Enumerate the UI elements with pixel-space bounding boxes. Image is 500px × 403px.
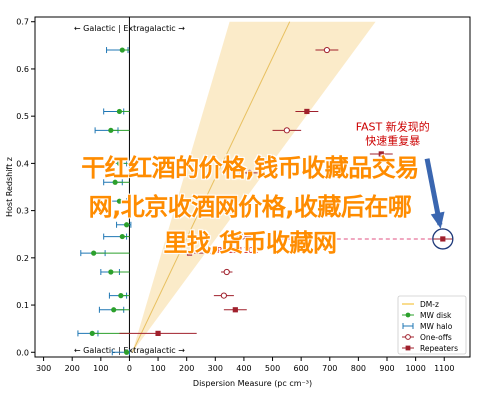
repeater-point xyxy=(232,307,238,313)
y-tick-label: 0.3 xyxy=(16,207,29,216)
x-tick-label: 1000 xyxy=(405,364,425,373)
mw-disk-point xyxy=(111,307,117,313)
legend-label: MW disk xyxy=(420,311,452,320)
x-tick-label: 300 xyxy=(36,364,51,373)
mw-disk-point xyxy=(119,233,125,240)
overlay-text-line-3: 里找,货币收藏网 xyxy=(163,229,337,257)
annotation-2: 快速重复暴 xyxy=(365,134,420,148)
top-region-label: ← Galactic | Extragalactic → xyxy=(74,24,185,33)
overlay-text-line-1: 干红红酒的价格,钱币收藏品交易 xyxy=(81,154,419,182)
plot-frame xyxy=(34,16,471,358)
repeater-point xyxy=(186,250,193,256)
legend-label: DM-z xyxy=(420,300,439,309)
y-tick-label: 0.7 xyxy=(16,18,29,27)
legend-label: Repeaters xyxy=(420,344,458,353)
legend-label: One-offs xyxy=(420,333,452,342)
mw-disk-point xyxy=(118,293,124,299)
highlight-circle xyxy=(432,228,454,250)
arrow-head xyxy=(430,211,445,229)
dmz-band xyxy=(132,21,376,353)
x-tick-label: 500 xyxy=(265,364,280,373)
repeater-point xyxy=(155,330,161,336)
one-off-point xyxy=(220,292,227,299)
overlay-text-line-2: 网,北京收酒网价格,收藏后在哪 xyxy=(88,193,412,221)
legend-box xyxy=(397,295,467,355)
y-axis-label: Host Redshift z xyxy=(5,157,14,217)
one-off-point xyxy=(323,46,331,54)
one-off-point xyxy=(246,169,253,176)
x-tick-label: 200 xyxy=(179,364,194,373)
y-tick-label: 0.1 xyxy=(16,301,29,310)
x-tick-label: 900 xyxy=(379,364,394,373)
legend-swatch-repeaters xyxy=(405,345,411,351)
repeater-point xyxy=(440,236,446,242)
x-tick-label: 1100 xyxy=(434,364,454,373)
annotation-4: repeaters xyxy=(275,232,313,241)
one-off-point xyxy=(223,268,230,276)
mw-disk-point xyxy=(112,179,118,185)
x-tick-label: 700 xyxy=(322,364,337,373)
repeater-point xyxy=(304,108,310,115)
x-tick-label: 300 xyxy=(208,364,223,373)
one-off-point xyxy=(239,233,246,240)
mw-disk-point xyxy=(89,330,95,336)
one-off-point xyxy=(283,127,290,134)
x-tick-label: 800 xyxy=(351,364,366,373)
y-tick-label: 0.2 xyxy=(16,254,29,263)
legend-label: MW halo xyxy=(420,322,453,331)
annotation-1: FAST 新发现的 xyxy=(356,119,430,133)
y-tick-label: 0.6 xyxy=(16,65,29,74)
x-tick-label: 200 xyxy=(65,364,80,373)
x-tick-label: 100 xyxy=(93,364,108,373)
x-tick-label: 0 xyxy=(127,364,132,373)
mw-disk-point xyxy=(116,108,123,115)
mw-disk-point xyxy=(108,127,114,133)
x-axis-label: Dispersion Measure (pc cm⁻³) xyxy=(193,379,312,388)
mw-disk-point xyxy=(119,47,125,53)
legend-swatch-one-offs xyxy=(405,334,411,340)
mw-disk-point xyxy=(123,349,130,355)
mw-disk-point xyxy=(116,198,123,204)
x-tick-label: 400 xyxy=(236,364,251,373)
legend-swatch-mw-disk xyxy=(405,312,411,318)
mw-disk-point xyxy=(123,222,130,228)
y-tick-label: 0.0 xyxy=(16,348,29,357)
x-tick-label: 100 xyxy=(150,364,165,373)
annotation-3: FRB121102 xyxy=(212,246,258,255)
x-tick-label: 600 xyxy=(294,364,309,373)
repeater-point xyxy=(378,151,384,157)
mw-disk-point xyxy=(91,250,97,256)
y-tick-label: 0.5 xyxy=(16,112,29,121)
mw-disk-point xyxy=(116,160,123,166)
y-tick-label: 0.4 xyxy=(16,159,29,168)
dmz-center-line xyxy=(131,21,291,353)
mw-disk-point xyxy=(108,269,114,275)
